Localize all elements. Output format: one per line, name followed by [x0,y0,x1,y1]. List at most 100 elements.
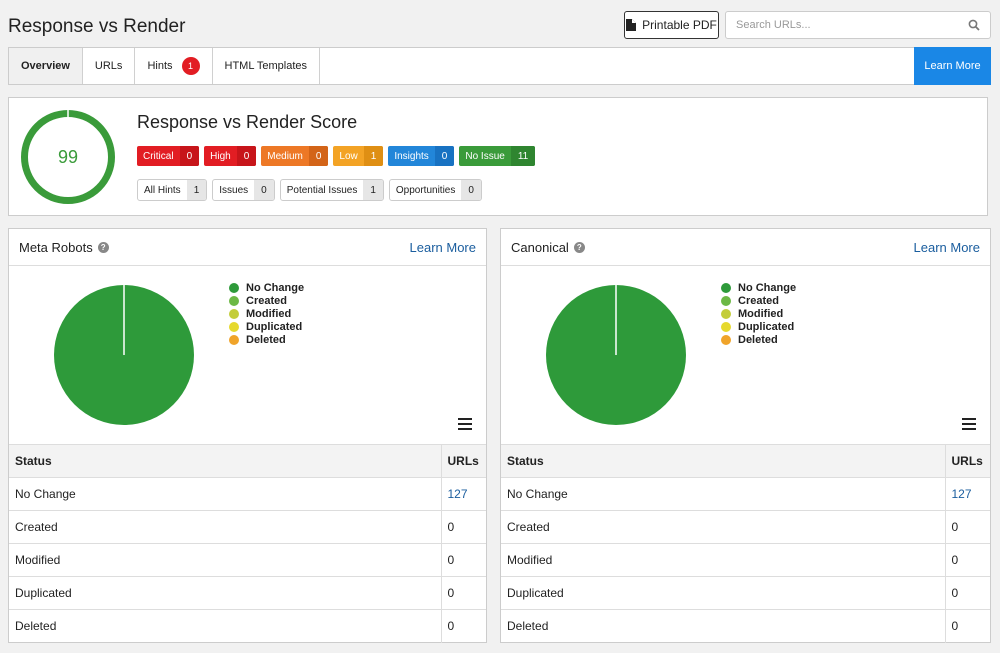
urls-count: 0 [447,619,455,634]
severity-label: High [210,150,231,162]
help-icon[interactable]: ? [573,242,585,253]
hint-filter-potential-issues[interactable]: Potential Issues 1 [279,179,384,201]
table-row: Deleted 0 [9,609,486,643]
page-title: Response vs Render [8,16,186,37]
tab-urls[interactable]: URLs [83,48,136,84]
hint-filter-all-hints[interactable]: All Hints 1 [137,179,208,201]
hint-filter-label: Issues [219,184,249,196]
search-box[interactable] [725,11,991,39]
legend-label: No Change [246,281,305,294]
legend-item[interactable]: Duplicated [229,320,304,333]
panel-header: Meta Robots? Learn More [9,229,486,266]
status-cell: No Change [9,477,441,511]
status-cell: Modified [501,543,945,577]
learn-more-link[interactable]: Learn More [913,240,980,255]
table-row: Created 0 [9,510,486,544]
severity-label: Low [339,150,358,162]
search-icon[interactable] [968,19,980,31]
legend-label: Created [738,294,779,307]
severity-badge-medium[interactable]: Medium 0 [261,146,329,166]
hint-filter-count: 0 [461,180,481,200]
printable-pdf-label: Printable PDF [642,18,717,32]
legend-item[interactable]: No Change [229,281,304,294]
urls-count-link[interactable]: 127 [951,487,972,501]
chart-area: No Change Created Modified Duplicated Delete… [501,266,990,444]
tab-hints[interactable]: Hints 1 [135,48,213,84]
pie-chart [54,285,194,425]
severity-badge-no-issue[interactable]: No Issue 11 [459,146,536,166]
hint-filter-count: 0 [254,180,274,200]
tab-overview[interactable]: Overview [9,48,83,84]
severity-badge-high[interactable]: High 0 [204,146,257,166]
severity-count: 1 [363,146,384,166]
score-gauge [21,108,115,204]
score-title: Response vs Render Score [137,112,358,132]
panel-title: Canonical? [511,240,585,255]
legend-label: Duplicated [738,320,795,333]
hint-filter-issues[interactable]: Issues 0 [212,179,275,201]
chart-legend: No Change Created Modified Duplicated Delete… [721,281,796,346]
urls-count-link[interactable]: 127 [447,487,468,501]
chart-menu-icon[interactable] [962,418,976,430]
legend-item[interactable]: Deleted [229,333,304,346]
urls-cell: 0 [440,576,486,610]
tab-html-templates[interactable]: HTML Templates [213,48,321,84]
help-icon[interactable]: ? [97,242,109,253]
status-cell: Duplicated [9,576,441,610]
status-cell: Created [501,510,945,544]
legend-item[interactable]: Modified [229,307,304,320]
urls-count: 0 [951,619,959,634]
severity-badge-insights[interactable]: Insights 0 [388,146,455,166]
urls-cell: 0 [440,543,486,577]
canonical-panel: Canonical? Learn More No Change Created Mo… [500,228,991,643]
legend-label: No Change [738,281,797,294]
urls-count: 0 [447,586,455,600]
table-row: Duplicated 0 [9,576,486,610]
score-value: 99 [57,146,79,167]
column-header-status: Status [9,444,441,478]
urls-count: 0 [951,520,959,534]
severity-badge-low[interactable]: Low 1 [333,146,384,166]
hints-count-badge: 1 [181,57,200,75]
legend-dot [721,282,731,293]
hint-filter-opportunities[interactable]: Opportunities 0 [388,179,482,201]
status-table: Status URLs No Change 127 Created 0 Modified 0… [9,444,486,643]
legend-label: Created [246,294,287,307]
legend-dot [229,321,239,332]
legend-label: Modified [246,307,292,320]
legend-item[interactable]: Created [721,294,796,307]
hint-filter-label: Potential Issues [286,184,358,196]
document-icon [626,19,637,31]
legend-dot [721,334,731,345]
status-table: Status URLs No Change 127 Created 0 Modified 0… [501,444,990,643]
tab-bar: Overview URLs Hints 1 HTML Templates Lear… [8,47,991,85]
legend-dot [229,334,239,345]
legend-item[interactable]: No Change [721,281,796,294]
severity-label: Insights [394,150,429,162]
legend-item[interactable]: Created [229,294,304,307]
severity-badge-critical[interactable]: Critical 0 [137,146,200,166]
urls-cell: 0 [944,609,990,643]
hint-filter-count: 1 [363,180,383,200]
learn-more-link[interactable]: Learn More [409,240,476,255]
legend-item[interactable]: Modified [721,307,796,320]
search-input[interactable] [726,12,956,38]
legend-dot [721,308,731,319]
chart-menu-icon[interactable] [458,418,472,430]
urls-cell: 0 [944,576,990,610]
legend-item[interactable]: Deleted [721,333,796,346]
urls-cell: 0 [944,510,990,544]
status-cell: Deleted [501,609,945,643]
panel-title: Meta Robots? [19,240,109,255]
chart-legend: No Change Created Modified Duplicated Delete… [229,281,304,346]
urls-count: 0 [447,553,455,567]
hint-filter-count: 1 [186,180,207,200]
hint-filter-label: Opportunities [395,184,456,196]
severity-count: 0 [308,146,329,166]
legend-dot [721,321,731,332]
printable-pdf-button[interactable]: Printable PDF [624,11,719,39]
legend-item[interactable]: Duplicated [721,320,796,333]
legend-label: Deleted [738,333,778,346]
legend-label: Duplicated [246,320,303,333]
learn-more-button[interactable]: Learn More [914,47,991,85]
